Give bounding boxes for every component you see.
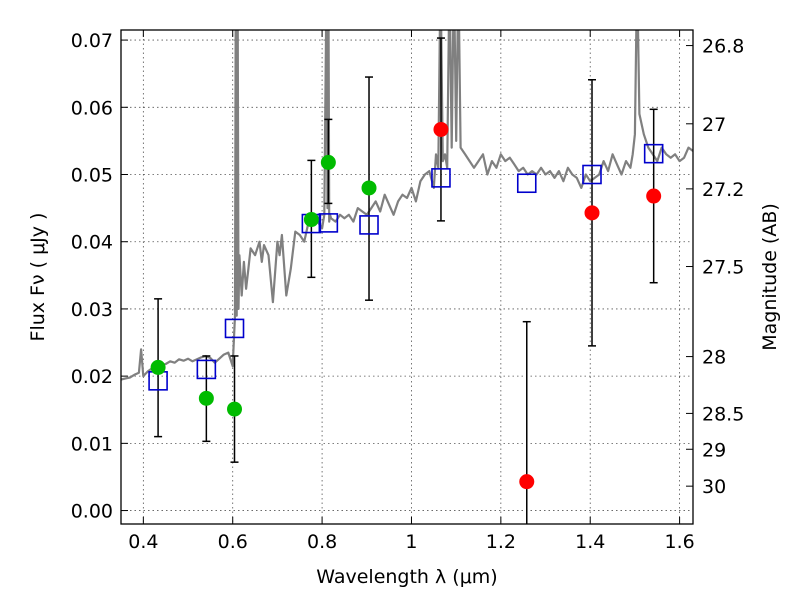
model-square [359, 215, 379, 235]
y-tick-label: 0.06 [71, 97, 113, 119]
x-tick-label: 1.4 [575, 531, 605, 553]
y2-tick-label: 28.5 [702, 403, 744, 425]
x-tick-label: 1.2 [486, 531, 516, 553]
model-square [643, 143, 664, 164]
model-square [318, 213, 339, 233]
spectrum-line [121, 30, 693, 381]
axis-layer: 0.4 0.6 0.8 1 1.2 1.4 1.6 0.00 0.01 0.02 0.03 0.04 0… [71, 30, 744, 553]
plot-frame [120, 29, 694, 525]
x-tick-label: 0.6 [218, 531, 248, 553]
y2-tick-label: 27.2 [702, 179, 744, 201]
y-tick-label: 0.05 [71, 165, 113, 187]
y2-tick-label: 29 [702, 439, 726, 461]
detected-point [361, 180, 377, 196]
x-tick-label: 0.8 [307, 531, 337, 553]
y2-tick-label: 30 [702, 476, 726, 498]
model-square [196, 359, 217, 380]
y2-tick-label: 27 [702, 114, 726, 136]
model-square [516, 173, 537, 194]
x-tick-label: 0.4 [128, 531, 158, 553]
series-layer [121, 30, 693, 524]
model-square [224, 318, 245, 339]
y-tick-label: 0.02 [71, 366, 113, 388]
y-tick-label: 0.03 [71, 299, 113, 321]
y2-axis-label: Magnitude (AB) [759, 203, 781, 351]
y-tick-label: 0.07 [71, 30, 113, 52]
detected-point [320, 154, 336, 170]
detected-point [150, 359, 166, 375]
y-tick-label: 0.04 [71, 232, 113, 254]
x-axis-label: Wavelength λ (μm) [316, 566, 497, 588]
upper-limit-point [519, 474, 535, 490]
y2-tick-label: 28 [702, 347, 726, 369]
grid-layer [121, 30, 693, 524]
y-tick-label: 0.00 [71, 501, 113, 523]
x-tick-label: 1 [405, 531, 417, 553]
upper-limit-point [646, 188, 662, 204]
upper-limit-point [584, 205, 600, 221]
x-tick-label: 1.6 [664, 531, 694, 553]
y2-tick-label: 26.8 [702, 36, 744, 58]
model-square [582, 164, 602, 185]
detected-point [303, 212, 319, 228]
detected-point [198, 390, 214, 406]
detected-point [227, 401, 243, 417]
y2-tick-label: 27.5 [702, 257, 744, 279]
model-square [431, 168, 451, 188]
y-axis-label: Flux Fν ( μJy ) [27, 213, 49, 342]
upper-limit-point [433, 121, 449, 137]
y-tick-label: 0.01 [71, 433, 113, 455]
